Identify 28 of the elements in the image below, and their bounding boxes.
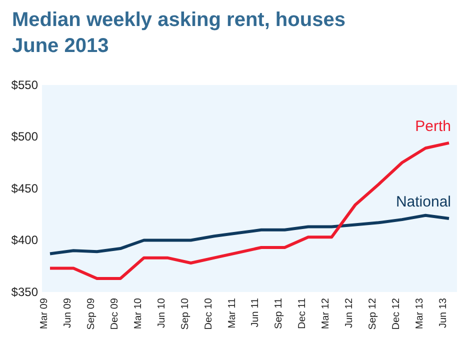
series-label: National	[396, 194, 451, 211]
x-tick-label: Jun 10	[156, 298, 168, 328]
y-tick-label: $550	[11, 78, 38, 92]
x-tick-label: Dec 12	[391, 298, 402, 330]
x-tick-label: Sep 12	[368, 298, 379, 330]
x-tick-label: Mar 12	[320, 298, 332, 330]
x-tick-label: Mar 10	[132, 298, 144, 330]
line-series	[48, 214, 450, 256]
x-tick-label: Dec 10	[203, 298, 214, 330]
y-tick-label: $350	[11, 284, 38, 299]
x-tick-label: Mar 11	[226, 298, 238, 328]
y-tick-label: $450	[11, 181, 38, 196]
x-tick-label: Dec 11	[297, 298, 308, 329]
chart-title: Median weekly asking rent, houses June 2013	[12, 9, 346, 57]
x-tick-label: Jun 09	[62, 298, 74, 328]
x-tick-label: Sep 10	[180, 298, 191, 330]
x-tick-label: Dec 09	[109, 298, 120, 330]
line-series	[48, 141, 450, 280]
x-tick-label: Mar 13	[414, 298, 426, 330]
series-label: Perth	[415, 118, 451, 135]
x-tick-label: Sep 11	[274, 298, 285, 329]
x-tick-label: Jun 12	[344, 298, 356, 328]
x-tick-label: Sep 09	[86, 298, 97, 330]
y-tick-label: $500	[11, 130, 38, 144]
x-tick-label: Jun 13	[438, 298, 449, 328]
x-tick-label: Mar 09	[39, 298, 50, 330]
y-tick-label: $400	[11, 233, 38, 248]
x-tick-label: Jun 11	[250, 298, 262, 328]
